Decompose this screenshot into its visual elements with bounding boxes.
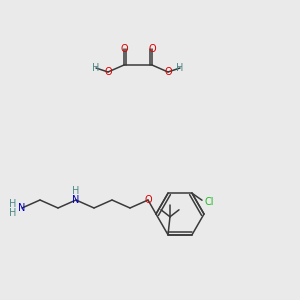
Text: H: H bbox=[176, 63, 184, 73]
Text: H: H bbox=[92, 63, 100, 73]
Text: H: H bbox=[9, 208, 17, 218]
Text: O: O bbox=[164, 67, 172, 77]
Text: O: O bbox=[104, 67, 112, 77]
Text: O: O bbox=[120, 44, 128, 54]
Text: N: N bbox=[72, 195, 80, 205]
Text: N: N bbox=[18, 203, 26, 213]
Text: H: H bbox=[9, 199, 17, 209]
Text: O: O bbox=[144, 195, 152, 205]
Text: O: O bbox=[148, 44, 156, 54]
Text: Cl: Cl bbox=[204, 197, 214, 207]
Text: H: H bbox=[72, 186, 80, 196]
